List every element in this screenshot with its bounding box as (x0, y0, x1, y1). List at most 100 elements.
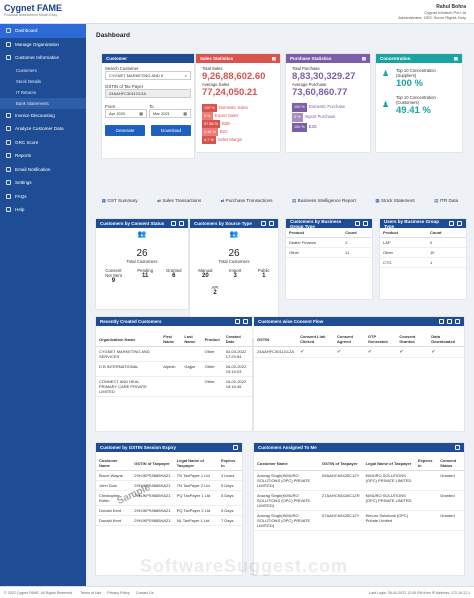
sales-card-header: Sales Statistics ▤ (196, 54, 280, 63)
sidebar-item-manage-organization[interactable]: Manage Organization (0, 38, 86, 52)
sidebar-item-customer-information[interactable]: Customer Information (0, 51, 86, 65)
average-purchase-value: 73,60,860.77 (292, 87, 348, 98)
sidebar-item-stock-details[interactable]: Stock Details (0, 76, 86, 87)
gstin-select[interactable]: 24AAHFC3011G1ZA (105, 89, 191, 98)
download-button[interactable]: Download (151, 125, 191, 136)
sidebar-item-label: Manage Organization (15, 41, 59, 47)
table-row[interactable]: Anurag Singh(KIMURO SOLUTIONS (OPC) PRIV… (254, 510, 464, 531)
column-header: Last Name (181, 332, 202, 347)
sidebar-item-help[interactable]: Help (0, 203, 86, 217)
user-info[interactable]: Rahul Bohra Cygnet Infotech Pvt Ltd Admi… (398, 4, 466, 21)
table-row[interactable]: 24AAHFC3011G1ZA ✔ ✔ ✔ ✔ ✔ (254, 346, 464, 358)
table-cell: TN TaxPayer 1 Ltd (173, 470, 219, 481)
search-customer-select[interactable]: CYGNET MARKETING AND K × (105, 71, 191, 80)
tab-itr-data[interactable]: ▤ ITR Data (434, 198, 458, 204)
menu-icon (6, 180, 11, 186)
download-icon[interactable] (235, 319, 240, 324)
table-cell (414, 510, 438, 531)
table-cell: Other (201, 361, 223, 377)
tab-business-intelligence-report[interactable]: ▤ Business Intelligence Report (292, 198, 356, 204)
filter-icon[interactable] (439, 319, 444, 324)
refresh-icon[interactable] (457, 221, 462, 226)
tab-icon: ⇄ (157, 198, 163, 203)
sales-stat-label: Export Sales (214, 113, 239, 118)
table-row[interactable]: CYGNET MARKETING AND SERVICES Other 03-03-… (96, 346, 252, 362)
check-icon: ✔ (300, 349, 305, 355)
table-cell: Other (201, 346, 223, 362)
table-row[interactable]: D B INTERNATIONAL Alpesh Gajjar Other 26-02-… (96, 361, 252, 377)
tab-stock-statement[interactable]: ▦ Stock Statement (375, 198, 414, 204)
chart-icon: ▤ (453, 55, 458, 61)
tab-purchase-transactions[interactable]: ⇄ Purchase Transactions (221, 198, 273, 204)
table-cell (160, 346, 182, 362)
sales-stat-pct: 2.44 % (202, 128, 218, 136)
calendar-icon: ▦ (139, 111, 143, 116)
sidebar-item-bank-statements[interactable]: Bank Statements (0, 97, 86, 109)
check-icon: ✔ (431, 349, 436, 355)
table-row[interactable]: Anurag Singh(KIMURO SOLUTIONS (OPC) PRIV… (254, 470, 464, 491)
sidebar-item-it-returns[interactable]: IT Returns (0, 87, 86, 98)
download-icon[interactable] (447, 319, 452, 324)
sidebar-item-reports[interactable]: Reports (0, 149, 86, 163)
check-cell: ✔ (396, 346, 429, 358)
stat-column: Consent Not Sent 9 (102, 268, 124, 284)
sidebar-item-analyze-customer-data[interactable]: Analyze Customer Data (0, 122, 86, 136)
search-customer-value: CYGNET MARKETING AND K (109, 73, 164, 78)
tab-label: Stock Statement (380, 198, 415, 203)
download-icon[interactable] (449, 221, 454, 226)
brand-logo[interactable]: Cygnet FAME Financial Assessment Model E… (4, 3, 62, 17)
download-icon[interactable] (355, 221, 360, 226)
table-row[interactable]: Anurag Singh(KIMURO SOLUTIONS (OPC) PRIV… (254, 490, 464, 511)
table-row[interactable]: Donald Kent 29HJKPS9685HAZ1 PQ TaxPayer 2 … (96, 505, 242, 516)
search-customer-label: Search Customer (105, 66, 139, 71)
footer-link[interactable]: Terms of Use (80, 590, 102, 595)
refresh-icon[interactable] (269, 221, 274, 226)
sidebar-item-email-notification[interactable]: Email Notification (0, 163, 86, 177)
header-icons (235, 319, 248, 324)
copyright-text: © 2022 Cygnet FAME. All Rights Reserved. (4, 590, 74, 595)
table-row[interactable]: John Dow 29HJKPS9685HAZ1 TN TaxPayer 2 Ltd… (96, 480, 242, 491)
tab-sales-transactions[interactable]: ⇄ Sales Transactions (157, 198, 201, 204)
footer-link[interactable]: Privacy Policy (107, 590, 130, 595)
count-cell: 10 (426, 247, 466, 258)
generate-button[interactable]: Generate (105, 125, 145, 136)
download-icon[interactable] (171, 221, 176, 226)
sidebar-item-settings[interactable]: Settings (0, 176, 86, 190)
sidebar-item-grc-score[interactable]: GRC Score (0, 136, 86, 150)
sidebar-item-customers[interactable]: Customers (0, 65, 86, 76)
to-month-input[interactable]: Mar 2021 ▦ (149, 109, 191, 118)
refresh-icon[interactable] (455, 445, 460, 450)
sidebar-item-faqs[interactable]: FAQs (0, 190, 86, 204)
sales-stat-row: 2.44 % B2C (202, 128, 274, 136)
tab-gst-summary[interactable]: ▦ GST Summary (102, 198, 138, 204)
download-icon[interactable] (261, 221, 266, 226)
tab-icon: ⇄ (220, 198, 226, 203)
sidebar-item-invoice-discounting[interactable]: Invoice Discounting (0, 109, 86, 123)
from-month-input[interactable]: Apr 2020 ▦ (105, 109, 147, 118)
count-col-header: Count (426, 228, 466, 238)
table-row[interactable]: CONNECT AND HEAL PRIMARY CARE PRIVATE LI… (96, 376, 252, 397)
purchase-stat-row: 100 % B2B (292, 122, 364, 132)
refresh-icon[interactable] (179, 221, 184, 226)
refresh-icon[interactable] (455, 319, 460, 324)
main-content: Dashboard Customer Search Customer CYGNE… (92, 28, 468, 575)
table-row[interactable]: Christopher Robin 29HJKPS9685HAZ1 PQ TaxPa… (96, 490, 242, 506)
refresh-icon[interactable] (243, 319, 248, 324)
footer-link[interactable]: Contact Us (135, 590, 154, 595)
refresh-icon[interactable] (233, 445, 238, 450)
close-icon[interactable]: × (184, 73, 187, 78)
consent-flow-card: Customers wise Consent Flow GSTIN Consent… (254, 317, 464, 431)
column-header: Expires In (218, 456, 242, 471)
refresh-icon[interactable] (363, 221, 368, 226)
sidebar-item-label: Invoice Discounting (15, 112, 55, 118)
sidebar-item-dashboard[interactable]: Dashboard (0, 24, 86, 38)
table-cell: Donald Kent (96, 505, 132, 516)
sales-stat-row: 0 % Export Sales (202, 112, 274, 120)
menu-icon (6, 139, 11, 145)
table-cell: Gajjar (181, 361, 202, 377)
user-org: Cygnet Infotech Pvt Ltd (424, 10, 466, 15)
table-row[interactable]: Bruce Wayne 29HJKPS9685HAZ1 TN TaxPayer 1 … (96, 470, 242, 481)
brand-tagline: Financial Assessment Model Easy (4, 13, 58, 17)
table-row[interactable]: Donald Kent 29HJKPS9685HAZ1 NL TaxPayer 1 … (96, 515, 242, 526)
table-cell: John Dow (96, 480, 132, 491)
